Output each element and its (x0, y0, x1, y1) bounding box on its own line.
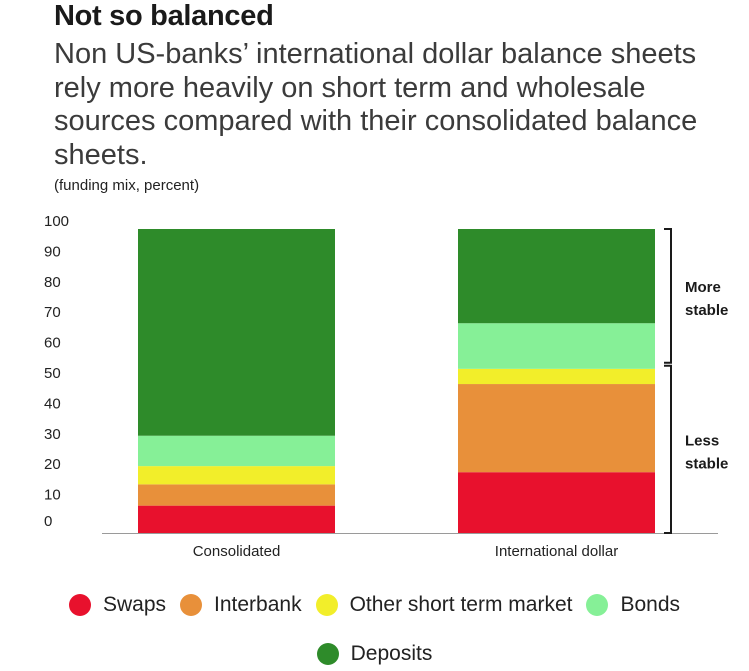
chart-title: Not so balanced (54, 0, 274, 32)
bar-segment-other (458, 368, 655, 385)
legend-label: Interbank (214, 593, 302, 616)
legend-label: Deposits (350, 642, 433, 665)
legend-label: Other short term market (349, 593, 573, 616)
y-tick-label: 10 (44, 487, 61, 504)
legend-label: Bonds (620, 593, 681, 616)
x-tick-label: Consolidated (193, 543, 281, 560)
y-tick-label: 70 (44, 304, 61, 321)
bar-segment-swaps (458, 472, 655, 533)
annotation-label: Less (685, 432, 719, 449)
bracket (664, 364, 672, 534)
legend-swatch (586, 594, 609, 616)
bar-segment-interbank (138, 484, 335, 506)
bracket (664, 228, 672, 364)
legend-swatch (68, 594, 91, 616)
y-tick-label: 100 (44, 213, 69, 230)
y-tick-label: 50 (44, 365, 61, 382)
y-tick-label: 60 (44, 335, 61, 352)
annotation-label: stable (685, 455, 728, 472)
y-tick-label: 20 (44, 456, 61, 473)
legend-label: Swaps (102, 593, 167, 616)
annotation-label: More (685, 279, 721, 296)
units-note: (funding mix, percent) (54, 177, 200, 194)
y-tick-label: 0 (44, 513, 52, 530)
y-tick-label: 30 (44, 426, 61, 443)
stacked-bar-chart: 0 10 20 30 40 50 60 70 80 90 100 Consolidated Intern… (44, 213, 728, 560)
x-tick-label: International dollar (495, 543, 618, 560)
bar-segment-other (138, 466, 335, 485)
legend-item-swaps: Swaps (68, 592, 167, 618)
legend-swatch (180, 594, 203, 616)
legend-swatch (316, 643, 339, 665)
y-tick-label: 40 (44, 395, 61, 412)
bar-segment-interbank (458, 384, 655, 473)
bar-segment-deposits (458, 229, 655, 324)
legend: Swaps Interbank Other short term market Bon… (0, 592, 749, 667)
legend-item-interbank: Interbank (180, 592, 302, 618)
legend-item-bonds: Bonds (586, 592, 680, 618)
bar-segment-swaps (138, 505, 335, 533)
bar-segment-bonds (458, 323, 655, 369)
legend-item-other: Other short term market (315, 592, 573, 618)
legend-swatch (315, 594, 338, 616)
y-tick-label: 80 (44, 274, 61, 291)
legend-item-deposits: Deposits (316, 641, 433, 667)
bar-segment-bonds (138, 435, 335, 467)
y-tick-label: 90 (44, 243, 61, 260)
annotation-label: stable (685, 302, 728, 319)
chart-subtitle: Non US-banks’ international dollar balan… (54, 38, 698, 171)
bar-segment-deposits (138, 229, 335, 436)
